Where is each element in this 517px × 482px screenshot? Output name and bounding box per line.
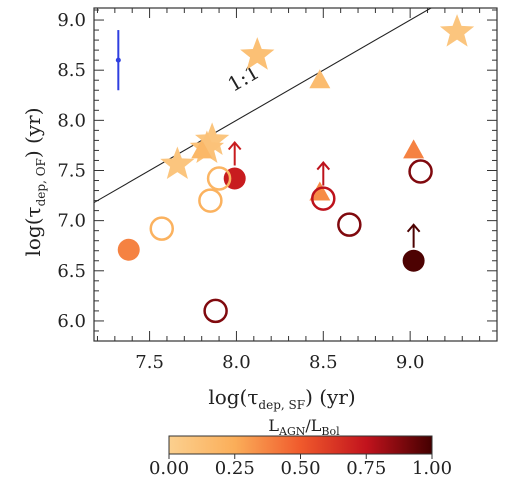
y-tick-label: 8.0 (57, 110, 86, 131)
filled-circle-marker (402, 249, 425, 272)
y-ticks: 6.0 6.5 7.0 7.5 8.0 8.5 9.0 (57, 9, 497, 332)
y-tick-label: 6.5 (57, 261, 86, 282)
star-marker (189, 130, 225, 163)
lower-limit-arrow-head (316, 161, 331, 171)
y-tick-label: 9.0 (57, 10, 86, 31)
x-tick-label: 7.5 (135, 352, 164, 373)
y-tick-label: 7.0 (57, 211, 86, 232)
svg-text:log(τdep, SF) (yr): log(τdep, SF) (yr) (208, 385, 355, 412)
y-tick-label: 6.0 (57, 311, 86, 332)
plot-frame (93, 7, 498, 342)
triangle-marker (191, 139, 213, 159)
open-circle-marker (149, 216, 174, 241)
triangle-marker (403, 139, 425, 159)
star-marker (160, 146, 195, 180)
svg-text:log(τdep, OF) (yr): log(τdep, OF) (yr) (21, 108, 48, 257)
error-bar-point (115, 57, 121, 63)
star-marker (439, 14, 475, 47)
colorbar: LAGN/LBol 0.00 0.25 0.50 0.75 1.00 (149, 416, 452, 479)
open-circle-marker (337, 212, 362, 237)
x-tick-label: 9.0 (396, 352, 425, 373)
x-tick-label: 8.5 (309, 352, 338, 373)
open-circle-marker (408, 159, 433, 184)
data-points (117, 14, 475, 324)
y-tick-label: 7.5 (57, 160, 86, 181)
filled-circle-marker (117, 238, 140, 261)
x-tick-label: 8.0 (222, 352, 251, 373)
star-marker (195, 122, 230, 155)
one-to-one-line (94, 8, 433, 204)
colorbar-tick-label: 0.00 (149, 458, 189, 479)
lower-limit-arrow-head (406, 223, 421, 233)
colorbar-tick-label: 0.75 (346, 458, 386, 479)
triangle-marker (309, 69, 331, 89)
y-axis-title: log(τdep, OF) (yr) (21, 108, 48, 257)
open-circle-marker (311, 186, 336, 211)
lower-limit-arrow-head (227, 140, 242, 151)
y-tick-label: 8.5 (57, 60, 86, 81)
colorbar-tick-label: 1.00 (412, 458, 452, 479)
x-axis-title: log(τdep, SF) (yr) (208, 385, 355, 412)
open-circle-marker (206, 166, 232, 191)
star-marker (240, 37, 275, 70)
colorbar-tick-label: 0.50 (280, 458, 320, 479)
colorbar-gradient (168, 435, 433, 455)
open-circle-marker (203, 298, 228, 324)
x-ticks: 7.5 8.0 8.5 9.0 (96, 8, 498, 373)
triangle-marker (309, 181, 331, 201)
error-bar (115, 30, 121, 91)
colorbar-title: LAGN/LBol (268, 416, 340, 438)
one-to-one-label: 1:1 (223, 60, 263, 97)
open-circle-marker (198, 188, 223, 213)
colorbar-tick-label: 0.25 (215, 458, 255, 479)
colorbar-ticks: 0.00 0.25 0.50 0.75 1.00 (149, 454, 452, 479)
